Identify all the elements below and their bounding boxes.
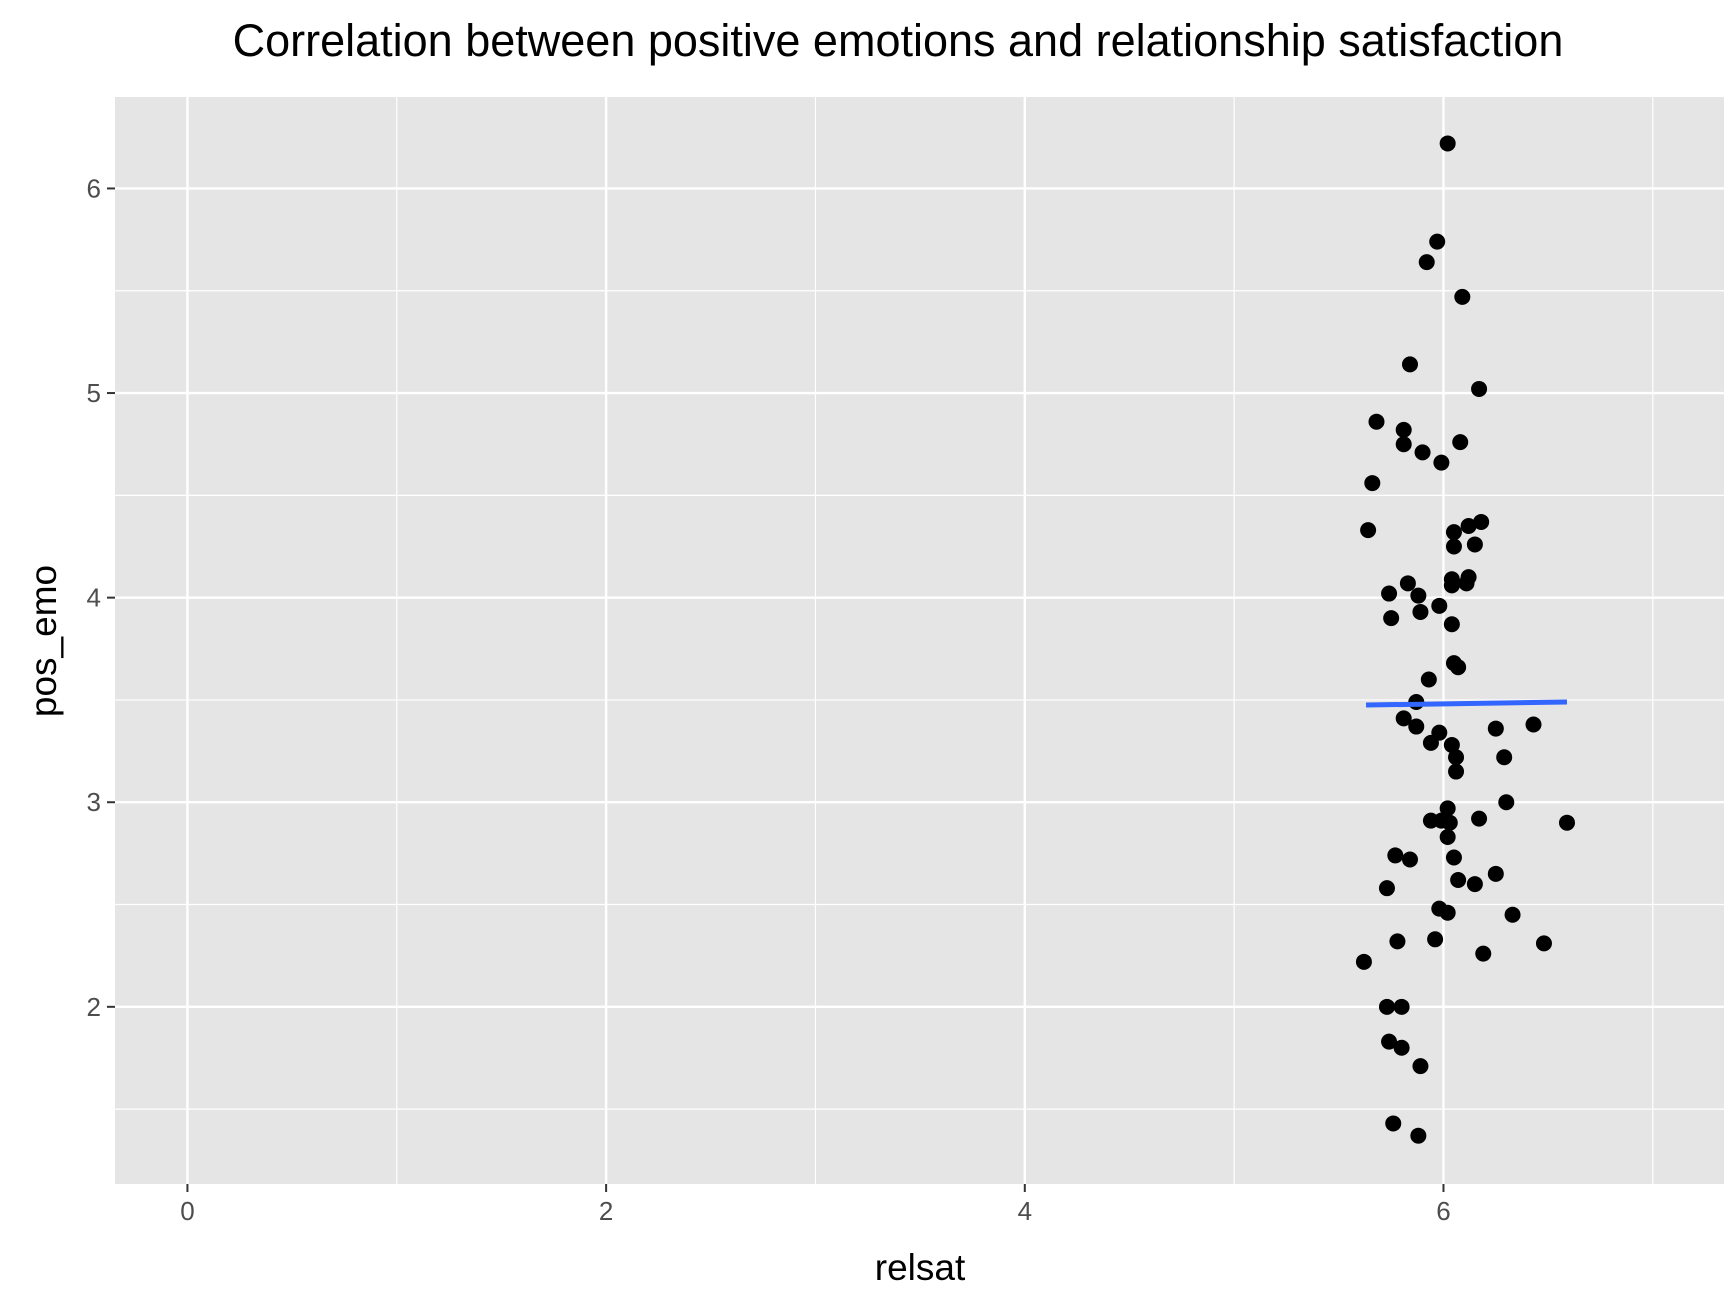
point bbox=[1439, 135, 1456, 152]
point bbox=[1355, 953, 1372, 970]
point bbox=[1418, 254, 1435, 271]
x-tick-label: 2 bbox=[599, 1196, 613, 1226]
point bbox=[1389, 933, 1406, 950]
point bbox=[1460, 518, 1477, 535]
point bbox=[1412, 1058, 1429, 1075]
point bbox=[1504, 906, 1521, 923]
point bbox=[1393, 998, 1410, 1015]
y-tick-label: 2 bbox=[87, 992, 101, 1022]
point bbox=[1431, 597, 1448, 614]
y-axis-label: pos_emo bbox=[23, 565, 64, 717]
point bbox=[1401, 356, 1418, 373]
point bbox=[1445, 849, 1462, 866]
point bbox=[1395, 710, 1412, 727]
point bbox=[1385, 1115, 1402, 1132]
point bbox=[1466, 876, 1483, 893]
point bbox=[1360, 522, 1377, 539]
x-tick-label: 0 bbox=[180, 1196, 194, 1226]
point bbox=[1414, 444, 1431, 461]
point bbox=[1393, 1039, 1410, 1056]
point bbox=[1454, 288, 1471, 305]
point bbox=[1408, 718, 1425, 735]
point bbox=[1378, 998, 1395, 1015]
point bbox=[1535, 935, 1552, 952]
point bbox=[1487, 865, 1504, 882]
point bbox=[1427, 931, 1444, 948]
plot-panel bbox=[115, 97, 1724, 1184]
point bbox=[1448, 749, 1465, 766]
point bbox=[1420, 671, 1437, 688]
point bbox=[1452, 434, 1469, 451]
point bbox=[1395, 436, 1412, 453]
point bbox=[1458, 575, 1475, 592]
point bbox=[1410, 1127, 1427, 1144]
point bbox=[1487, 720, 1504, 737]
point bbox=[1475, 945, 1492, 962]
point bbox=[1439, 829, 1456, 846]
point bbox=[1496, 749, 1513, 766]
point bbox=[1395, 421, 1412, 438]
point bbox=[1466, 536, 1483, 553]
point bbox=[1445, 524, 1462, 541]
point bbox=[1445, 538, 1462, 555]
point bbox=[1378, 880, 1395, 897]
point bbox=[1471, 810, 1488, 827]
point bbox=[1450, 659, 1467, 676]
y-tick-label: 6 bbox=[87, 173, 101, 203]
point bbox=[1448, 763, 1465, 780]
point bbox=[1364, 475, 1381, 492]
point bbox=[1401, 851, 1418, 868]
point bbox=[1399, 575, 1416, 592]
point bbox=[1422, 734, 1439, 751]
y-tick-label: 5 bbox=[87, 378, 101, 408]
point bbox=[1368, 413, 1385, 430]
point bbox=[1525, 716, 1542, 733]
point bbox=[1439, 904, 1456, 921]
point bbox=[1450, 871, 1467, 888]
fit-line bbox=[1365, 699, 1568, 708]
y-tick-label: 4 bbox=[87, 583, 101, 613]
point bbox=[1443, 736, 1460, 753]
point bbox=[1410, 587, 1427, 604]
chart-title: Correlation between positive emotions an… bbox=[233, 15, 1564, 66]
point bbox=[1443, 616, 1460, 633]
point bbox=[1433, 454, 1450, 471]
point bbox=[1439, 800, 1456, 817]
point bbox=[1381, 1033, 1398, 1050]
point bbox=[1429, 233, 1446, 250]
point bbox=[1473, 513, 1490, 530]
x-axis-label: relsat bbox=[875, 1247, 966, 1288]
point bbox=[1441, 814, 1458, 831]
y-tick-label: 3 bbox=[87, 787, 101, 817]
point bbox=[1412, 603, 1429, 620]
point bbox=[1558, 814, 1575, 831]
x-tick-label: 6 bbox=[1436, 1196, 1450, 1226]
point bbox=[1383, 610, 1400, 627]
point bbox=[1498, 794, 1515, 811]
point bbox=[1443, 577, 1460, 594]
x-tick-label: 4 bbox=[1018, 1196, 1032, 1226]
point bbox=[1381, 585, 1398, 602]
point bbox=[1471, 380, 1488, 397]
point bbox=[1387, 847, 1404, 864]
